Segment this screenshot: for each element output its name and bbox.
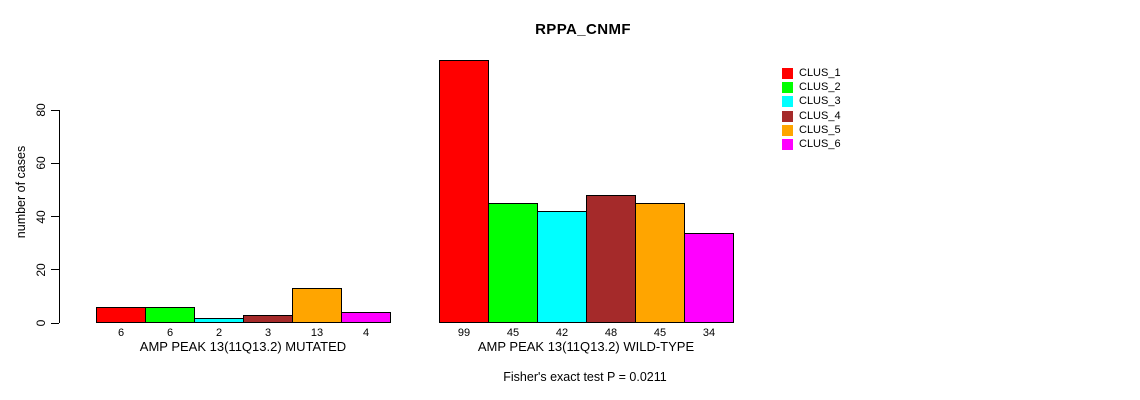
legend-label: CLUS_4: [799, 109, 841, 122]
legend-label: CLUS_5: [799, 123, 841, 136]
legend-item: CLUS_2: [782, 80, 841, 94]
bar-clus-5: [292, 288, 342, 323]
legend-swatch-clus-6: [782, 139, 793, 151]
legend-swatch-clus-2: [782, 81, 793, 93]
bar-value-label: 34: [702, 327, 716, 339]
x-group-label: AMP PEAK 13(11Q13.2) MUTATED: [139, 339, 347, 354]
legend-item: CLUS_4: [782, 109, 841, 123]
bar-value-label: 45: [653, 327, 667, 339]
legend-label: CLUS_6: [799, 138, 841, 151]
y-axis-tick-label: 20: [34, 263, 48, 277]
x-group-label: AMP PEAK 13(11Q13.2) WILD-TYPE: [477, 339, 695, 354]
y-axis-tick: [51, 269, 59, 271]
legend: CLUS_1 CLUS_2 CLUS_3 CLUS_4 CLUS_5 CLUS_6: [782, 66, 841, 152]
legend-swatch-clus-1: [782, 67, 793, 79]
bar-value-label: 6: [166, 327, 174, 339]
bar-value-label: 6: [117, 327, 125, 339]
legend-label: CLUS_1: [799, 66, 841, 79]
bar-value-label: 13: [310, 327, 324, 339]
bar-value-label: 2: [215, 327, 223, 339]
y-axis-tick-label: 60: [34, 156, 48, 171]
y-axis-line: [59, 110, 60, 323]
legend-item: CLUS_3: [782, 95, 841, 109]
legend-swatch-clus-5: [782, 124, 793, 136]
y-axis-tick-label: 40: [34, 209, 48, 224]
legend-label: CLUS_3: [799, 95, 841, 108]
legend-swatch-clus-4: [782, 110, 793, 122]
bar-value-label: 42: [555, 327, 569, 339]
y-axis-tick: [51, 109, 59, 111]
bar-value-label: 4: [362, 327, 370, 339]
bar-clus-6: [684, 233, 734, 323]
bar-clus-3: [537, 211, 587, 323]
bar-clus-2: [145, 307, 195, 323]
bar-clus-4: [586, 195, 636, 323]
bar-clus-5: [635, 203, 685, 323]
legend-swatch-clus-3: [782, 96, 793, 108]
legend-item: CLUS_5: [782, 123, 841, 137]
bar-clus-1: [96, 307, 146, 323]
chart-title: RPPA_CNMF: [535, 21, 631, 38]
y-axis-title: number of cases: [14, 145, 28, 239]
bar-value-label: 48: [604, 327, 618, 339]
y-axis-tick-label: 0: [34, 319, 48, 327]
bar-clus-4: [243, 315, 293, 323]
bar-clus-2: [488, 203, 538, 323]
y-axis-tick-label: 80: [34, 103, 48, 117]
bar-clus-3: [194, 318, 244, 323]
fisher-test-annotation: Fisher's exact test P = 0.0211: [503, 370, 667, 384]
y-axis-tick: [51, 322, 59, 324]
legend-item: CLUS_1: [782, 66, 841, 80]
bar-value-label: 3: [264, 327, 272, 339]
y-axis-tick: [51, 162, 59, 164]
bar-value-label: 99: [457, 327, 471, 339]
bar-clus-6: [341, 312, 391, 323]
bar-clus-1: [439, 60, 489, 323]
legend-item: CLUS_6: [782, 137, 841, 151]
y-axis-tick: [51, 216, 59, 218]
legend-label: CLUS_2: [799, 80, 841, 93]
bar-value-label: 45: [506, 327, 520, 339]
